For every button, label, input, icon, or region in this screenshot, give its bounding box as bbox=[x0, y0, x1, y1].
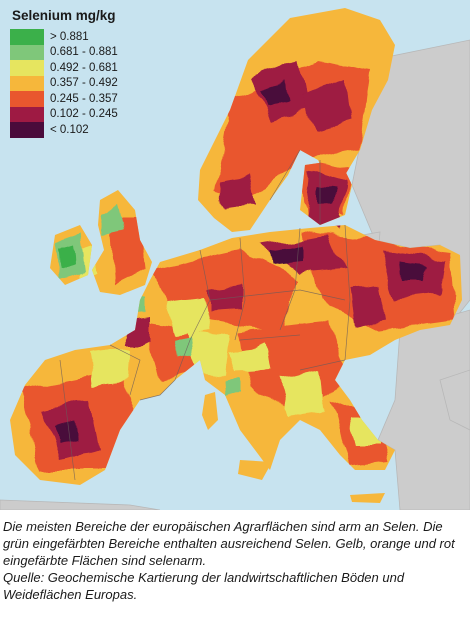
legend-item: > 0.881 bbox=[10, 29, 128, 45]
legend-swatch bbox=[10, 91, 44, 107]
map-caption: Die meisten Bereiche der europäischen Ag… bbox=[3, 518, 467, 603]
legend-label: 0.245 - 0.357 bbox=[50, 92, 118, 105]
legend-label: > 0.881 bbox=[50, 30, 89, 43]
map-legend: Selenium mg/kg > 0.881 0.681 - 0.881 0.4… bbox=[10, 8, 128, 138]
legend-swatch bbox=[10, 122, 44, 138]
legend-swatch bbox=[10, 60, 44, 76]
legend-label: 0.681 - 0.881 bbox=[50, 46, 118, 59]
legend-item: 0.102 - 0.245 bbox=[10, 106, 128, 122]
legend-item: 0.492 - 0.681 bbox=[10, 60, 128, 76]
legend-title: Selenium mg/kg bbox=[12, 8, 116, 23]
legend-swatch bbox=[10, 44, 44, 60]
legend-label: < 0.102 bbox=[50, 123, 89, 136]
country-borders bbox=[59, 149, 351, 481]
legend-item: < 0.102 bbox=[10, 122, 128, 138]
legend-label: 0.102 - 0.245 bbox=[50, 108, 118, 121]
caption-description: Die meisten Bereiche der europäischen Ag… bbox=[3, 519, 455, 568]
caption-source: Quelle: Geochemische Kartierung der land… bbox=[3, 570, 405, 602]
legend-swatch bbox=[10, 29, 44, 45]
legend-item: 0.245 - 0.357 bbox=[10, 91, 128, 107]
legend-swatch bbox=[10, 106, 44, 122]
legend-label: 0.492 - 0.681 bbox=[50, 61, 118, 74]
selenium-map: Selenium mg/kg > 0.881 0.681 - 0.881 0.4… bbox=[0, 0, 470, 510]
europe-map-graphic bbox=[0, 8, 470, 510]
legend-label: 0.357 - 0.492 bbox=[50, 77, 118, 90]
legend-swatch bbox=[10, 75, 44, 91]
legend-item: 0.357 - 0.492 bbox=[10, 75, 128, 91]
legend-item: 0.681 - 0.881 bbox=[10, 44, 128, 60]
